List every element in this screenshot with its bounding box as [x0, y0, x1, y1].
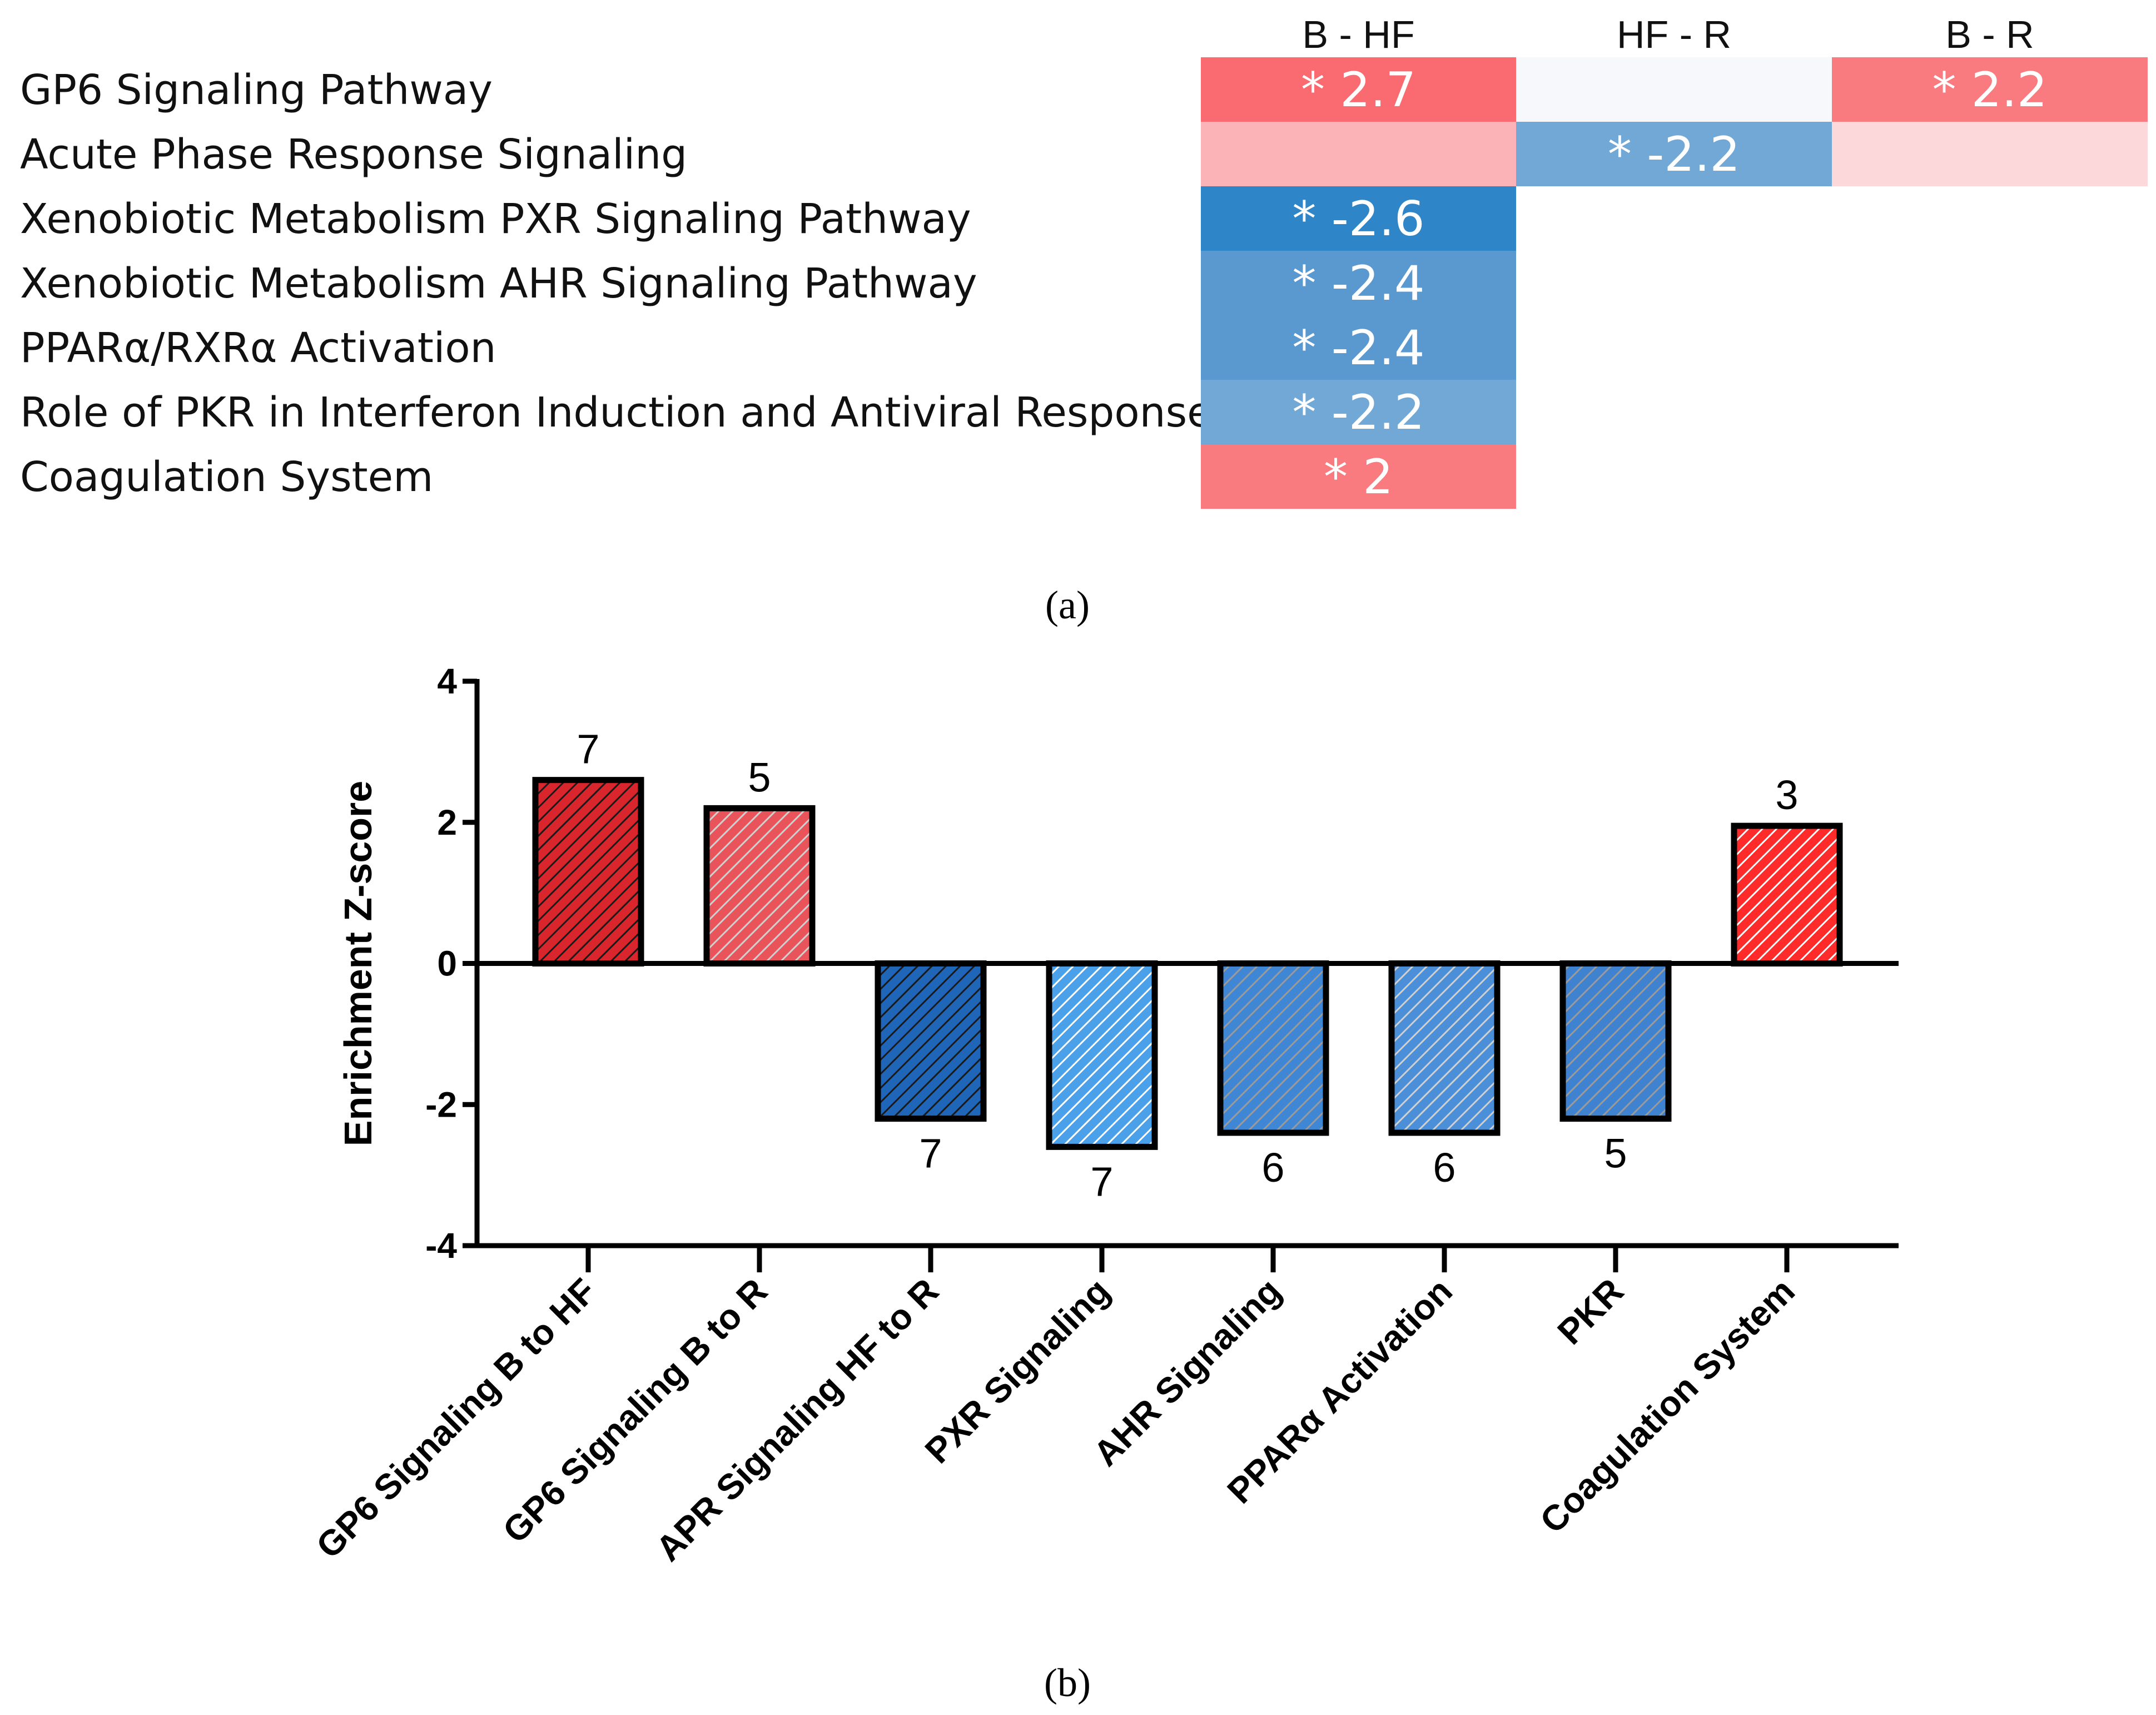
heatmap-cell-value: * -2.4: [1292, 320, 1424, 376]
bar-data-label: 5: [1604, 1131, 1627, 1177]
heatmap-cell: [1201, 251, 1516, 315]
y-tick-label: 2: [437, 802, 457, 842]
panel-b-caption: (b): [1044, 1661, 1091, 1705]
bar-data-label: 7: [1090, 1158, 1113, 1205]
heatmap-column-header-hf-r: HF - R: [1617, 13, 1731, 56]
heatmap-row-label: PPARα/RXRα Activation: [20, 324, 496, 372]
heatmap-cell-value: * -2.2: [1608, 127, 1740, 182]
heatmap-cell: [1201, 57, 1516, 122]
bar-coagulation-system: [1731, 822, 1843, 966]
heatmap-cell: [1832, 122, 2148, 186]
bar-data-label: 6: [1433, 1144, 1455, 1191]
panel-a-caption: (a): [1045, 583, 1090, 627]
heatmap-cell: [1201, 122, 1516, 186]
heatmap-cell: [1201, 315, 1516, 380]
heatmap-cell-value: * -2.2: [1292, 385, 1424, 440]
heatmap-row-label: Xenobiotic Metabolism AHR Signaling Path…: [20, 260, 977, 308]
heatmap-cell: [1516, 122, 1832, 186]
heatmap-row-label: Acute Phase Response Signaling: [20, 131, 687, 179]
heatmap-cell-value: * 2: [1324, 449, 1393, 505]
zscore-bar-chart: 4 2 0 -2 -4 Enrichment Z-score 7 GP6 Signaling …: [309, 661, 1899, 1569]
bar-data-label: 5: [748, 754, 771, 800]
bar-data-label: 7: [577, 726, 599, 772]
bar-ppar-activation: [1388, 960, 1501, 1136]
heatmap-cell-value: * 2.2: [1932, 62, 2047, 118]
heatmap-row-label: Role of PKR in Interferon Induction and …: [20, 389, 1213, 437]
bar-data-label: 7: [919, 1131, 942, 1177]
bar-data-label: 3: [1775, 772, 1798, 818]
y-tick-label: -4: [425, 1226, 457, 1266]
heatmap-cell: [1832, 57, 2148, 122]
x-tick-label: AHR Signaling: [1086, 1271, 1289, 1474]
x-tick-label: PXR Signaling: [917, 1271, 1117, 1471]
heatmap-cell: [1516, 57, 1832, 122]
heatmap-row-label: GP6 Signaling Pathway: [20, 66, 493, 114]
y-tick-label: 0: [437, 944, 457, 984]
bar-pkr: [1559, 960, 1672, 1122]
heatmap-cell: [1201, 380, 1516, 444]
heatmap-column-header-b-r: B - R: [1945, 13, 2034, 56]
bar-pxr-signaling: [1046, 960, 1158, 1150]
heatmap-cell-value: * -2.4: [1292, 256, 1424, 311]
y-tick-label: -2: [425, 1084, 457, 1124]
heatmap-row-label: Xenobiotic Metabolism PXR Signaling Path…: [20, 195, 971, 243]
heatmap-cell-value: * -2.6: [1292, 191, 1424, 247]
bar-ahr-signaling: [1217, 960, 1329, 1136]
pathway-heatmap: B - HF HF - R B - R GP6 Signaling Pathway * …: [20, 13, 2148, 509]
heatmap-cell: [1201, 186, 1516, 251]
heatmap-cell: [1201, 444, 1516, 509]
y-tick-label: 4: [437, 661, 457, 701]
x-tick-label: PKR: [1549, 1271, 1631, 1352]
heatmap-row-label: Coagulation System: [20, 453, 433, 501]
heatmap-column-header-b-hf: B - HF: [1302, 13, 1414, 56]
bar-gp6-signaling-b-to-r: [703, 805, 816, 966]
x-tick-label: APR Signaling HF to R: [648, 1271, 946, 1569]
y-axis-title: Enrichment Z-score: [336, 781, 380, 1146]
bar-data-label: 6: [1261, 1144, 1284, 1191]
x-tick-label: GP6 Signaling B to HF: [309, 1271, 604, 1566]
bar-gp6-signaling-b-to-hf: [532, 777, 644, 966]
bar-apr-signaling-hf-to-r: [875, 960, 987, 1122]
heatmap-cell-value: * 2.7: [1301, 62, 1416, 118]
